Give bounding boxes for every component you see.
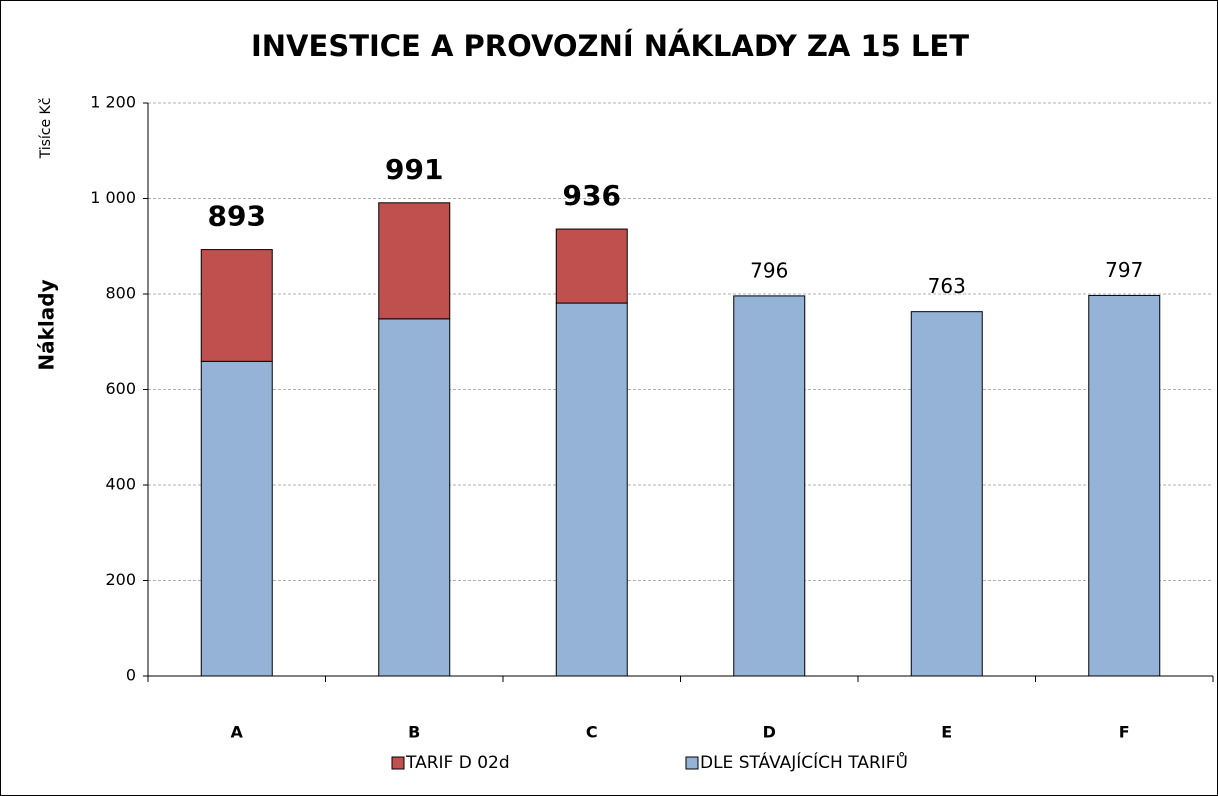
data-label: 763 [928, 274, 966, 298]
bar-segment [200, 360, 273, 677]
y-axis-label: Náklady [35, 279, 59, 370]
x-tick-label: F [1119, 723, 1130, 742]
x-tick-label: D [763, 723, 776, 742]
y-tick-label: 1 200 [90, 93, 136, 112]
x-tick-label: A [231, 723, 244, 742]
bar-segment [200, 249, 273, 362]
bar-segment [910, 311, 983, 677]
y-tick-label: 0 [126, 666, 136, 685]
total-label: 991 [385, 153, 443, 186]
legend-swatch [685, 756, 699, 770]
bar-segment [378, 202, 451, 320]
chart-title: INVESTICE A PROVOZNÍ NÁKLADY ZA 15 LET [251, 29, 969, 63]
y-tick-label: 400 [105, 475, 136, 494]
total-label: 936 [563, 179, 621, 212]
legend-label: TARIF D 02d [405, 753, 510, 773]
legend-label: DLE STÁVAJÍCÍCH TARIFŮ [700, 751, 908, 773]
legend-swatch [391, 756, 405, 770]
bar-segment [555, 302, 628, 677]
y-tick-label: 200 [105, 570, 136, 589]
y-tick-label: 600 [105, 379, 136, 398]
x-tick-label: B [408, 723, 420, 742]
y-tick-label: 800 [105, 284, 136, 303]
total-label: 893 [208, 200, 266, 233]
x-tick-label: E [941, 723, 952, 742]
data-label: 796 [750, 258, 788, 282]
y-axis-unit: Tisíce Kč [38, 98, 54, 160]
bar-segment [378, 318, 451, 677]
bar-segment [1088, 294, 1161, 677]
bar-segment [555, 228, 628, 304]
bar-segment [733, 295, 806, 677]
y-tick-label: 1 000 [90, 188, 136, 207]
x-tick-label: C [586, 723, 598, 742]
data-label: 797 [1105, 258, 1143, 282]
